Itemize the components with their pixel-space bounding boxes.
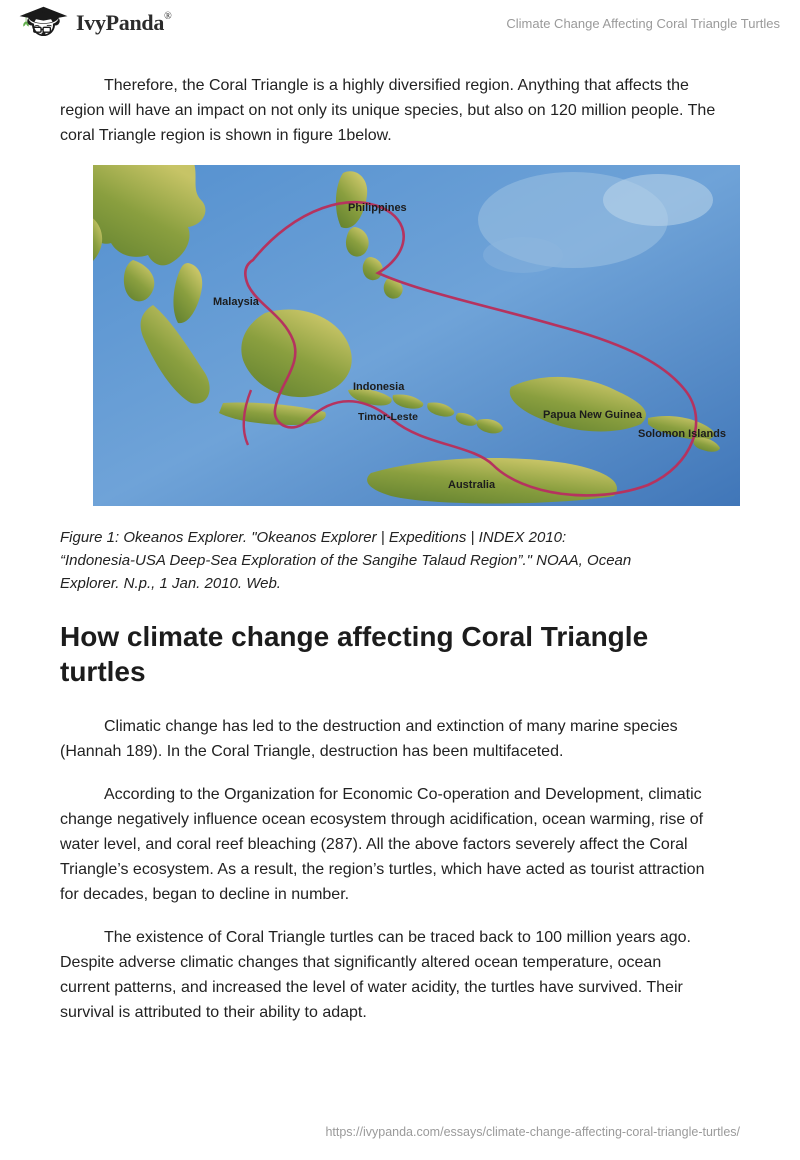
svg-text:Malaysia: Malaysia <box>213 296 260 308</box>
svg-text:Timor-Leste: Timor-Leste <box>358 411 418 423</box>
svg-text:Philippines: Philippines <box>348 202 407 214</box>
svg-text:Australia: Australia <box>448 479 496 491</box>
svg-text:Solomon Islands: Solomon Islands <box>638 428 726 440</box>
svg-text:Indonesia: Indonesia <box>353 381 405 393</box>
svg-text:Papua New Guinea: Papua New Guinea <box>543 409 643 421</box>
